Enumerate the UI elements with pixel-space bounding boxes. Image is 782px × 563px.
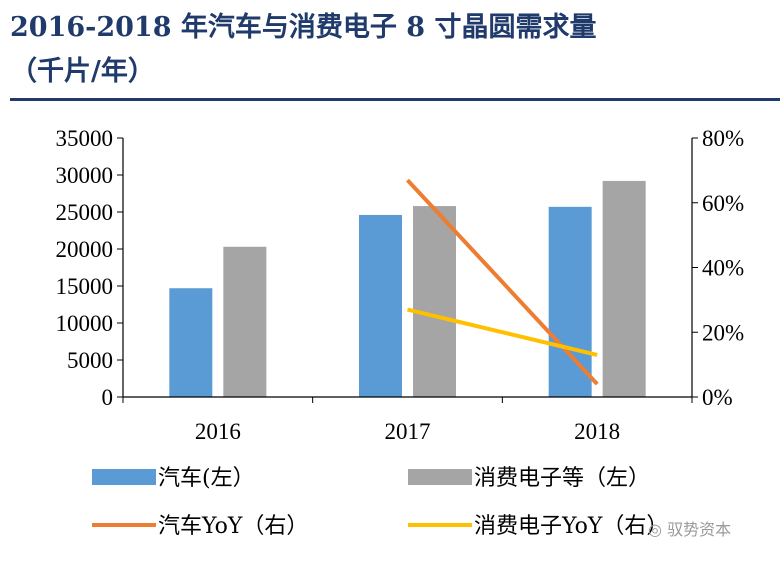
legend-label: 消费电子等（左） xyxy=(474,466,650,491)
wechat-icon: ◎ xyxy=(648,520,662,539)
x-tick-label: 2016 xyxy=(195,419,241,444)
series-line-consumer-yoy xyxy=(407,307,598,357)
bar-consumer-2017 xyxy=(413,206,456,397)
y-right-tick-label: 60% xyxy=(702,191,744,216)
y-left-tick-label: 5000 xyxy=(67,348,113,373)
x-tick-label: 2017 xyxy=(385,419,431,444)
title-line-2: （千片/年） xyxy=(10,56,155,87)
bar-consumer-2018 xyxy=(602,180,646,397)
bar-auto-2017 xyxy=(359,214,402,397)
legend-swatch xyxy=(408,469,472,485)
bar-auto-2016 xyxy=(169,288,213,397)
y-right-tick-label: 80% xyxy=(702,126,744,151)
y-left-tick-label: 20000 xyxy=(56,237,114,262)
y-left-tick-label: 15000 xyxy=(56,274,114,299)
y-right-tick-label: 0% xyxy=(702,385,733,410)
legend-label: 汽车YoY（右） xyxy=(158,514,308,539)
x-tick-label: 2018 xyxy=(574,419,620,444)
watermark: ◎ 驭势资本 xyxy=(648,516,731,540)
series-line-auto-yoy xyxy=(406,178,599,386)
bar-auto-2018 xyxy=(548,206,592,397)
bar-consumer-2016 xyxy=(223,246,267,397)
y-left-tick-label: 10000 xyxy=(56,311,114,336)
y-right-tick-label: 40% xyxy=(702,256,744,281)
y-left-tick-label: 30000 xyxy=(56,163,114,188)
title-divider xyxy=(10,98,780,101)
watermark-text: 驭势资本 xyxy=(667,520,732,539)
legend-label: 消费电子YoY（右） xyxy=(474,514,668,539)
y-left-tick-label: 0 xyxy=(102,385,114,410)
legend-swatch xyxy=(92,469,156,485)
chart-title: 2016-2018 年汽车与消费电子 8 寸晶圆需求量 （千片/年） xyxy=(10,6,750,94)
legend-label: 汽车(左） xyxy=(158,466,255,491)
y-right-tick-label: 20% xyxy=(702,320,744,345)
title-line-1: 2016-2018 年汽车与消费电子 8 寸晶圆需求量 xyxy=(10,12,597,43)
y-left-tick-label: 25000 xyxy=(56,200,114,225)
y-left-tick-label: 35000 xyxy=(56,126,114,151)
